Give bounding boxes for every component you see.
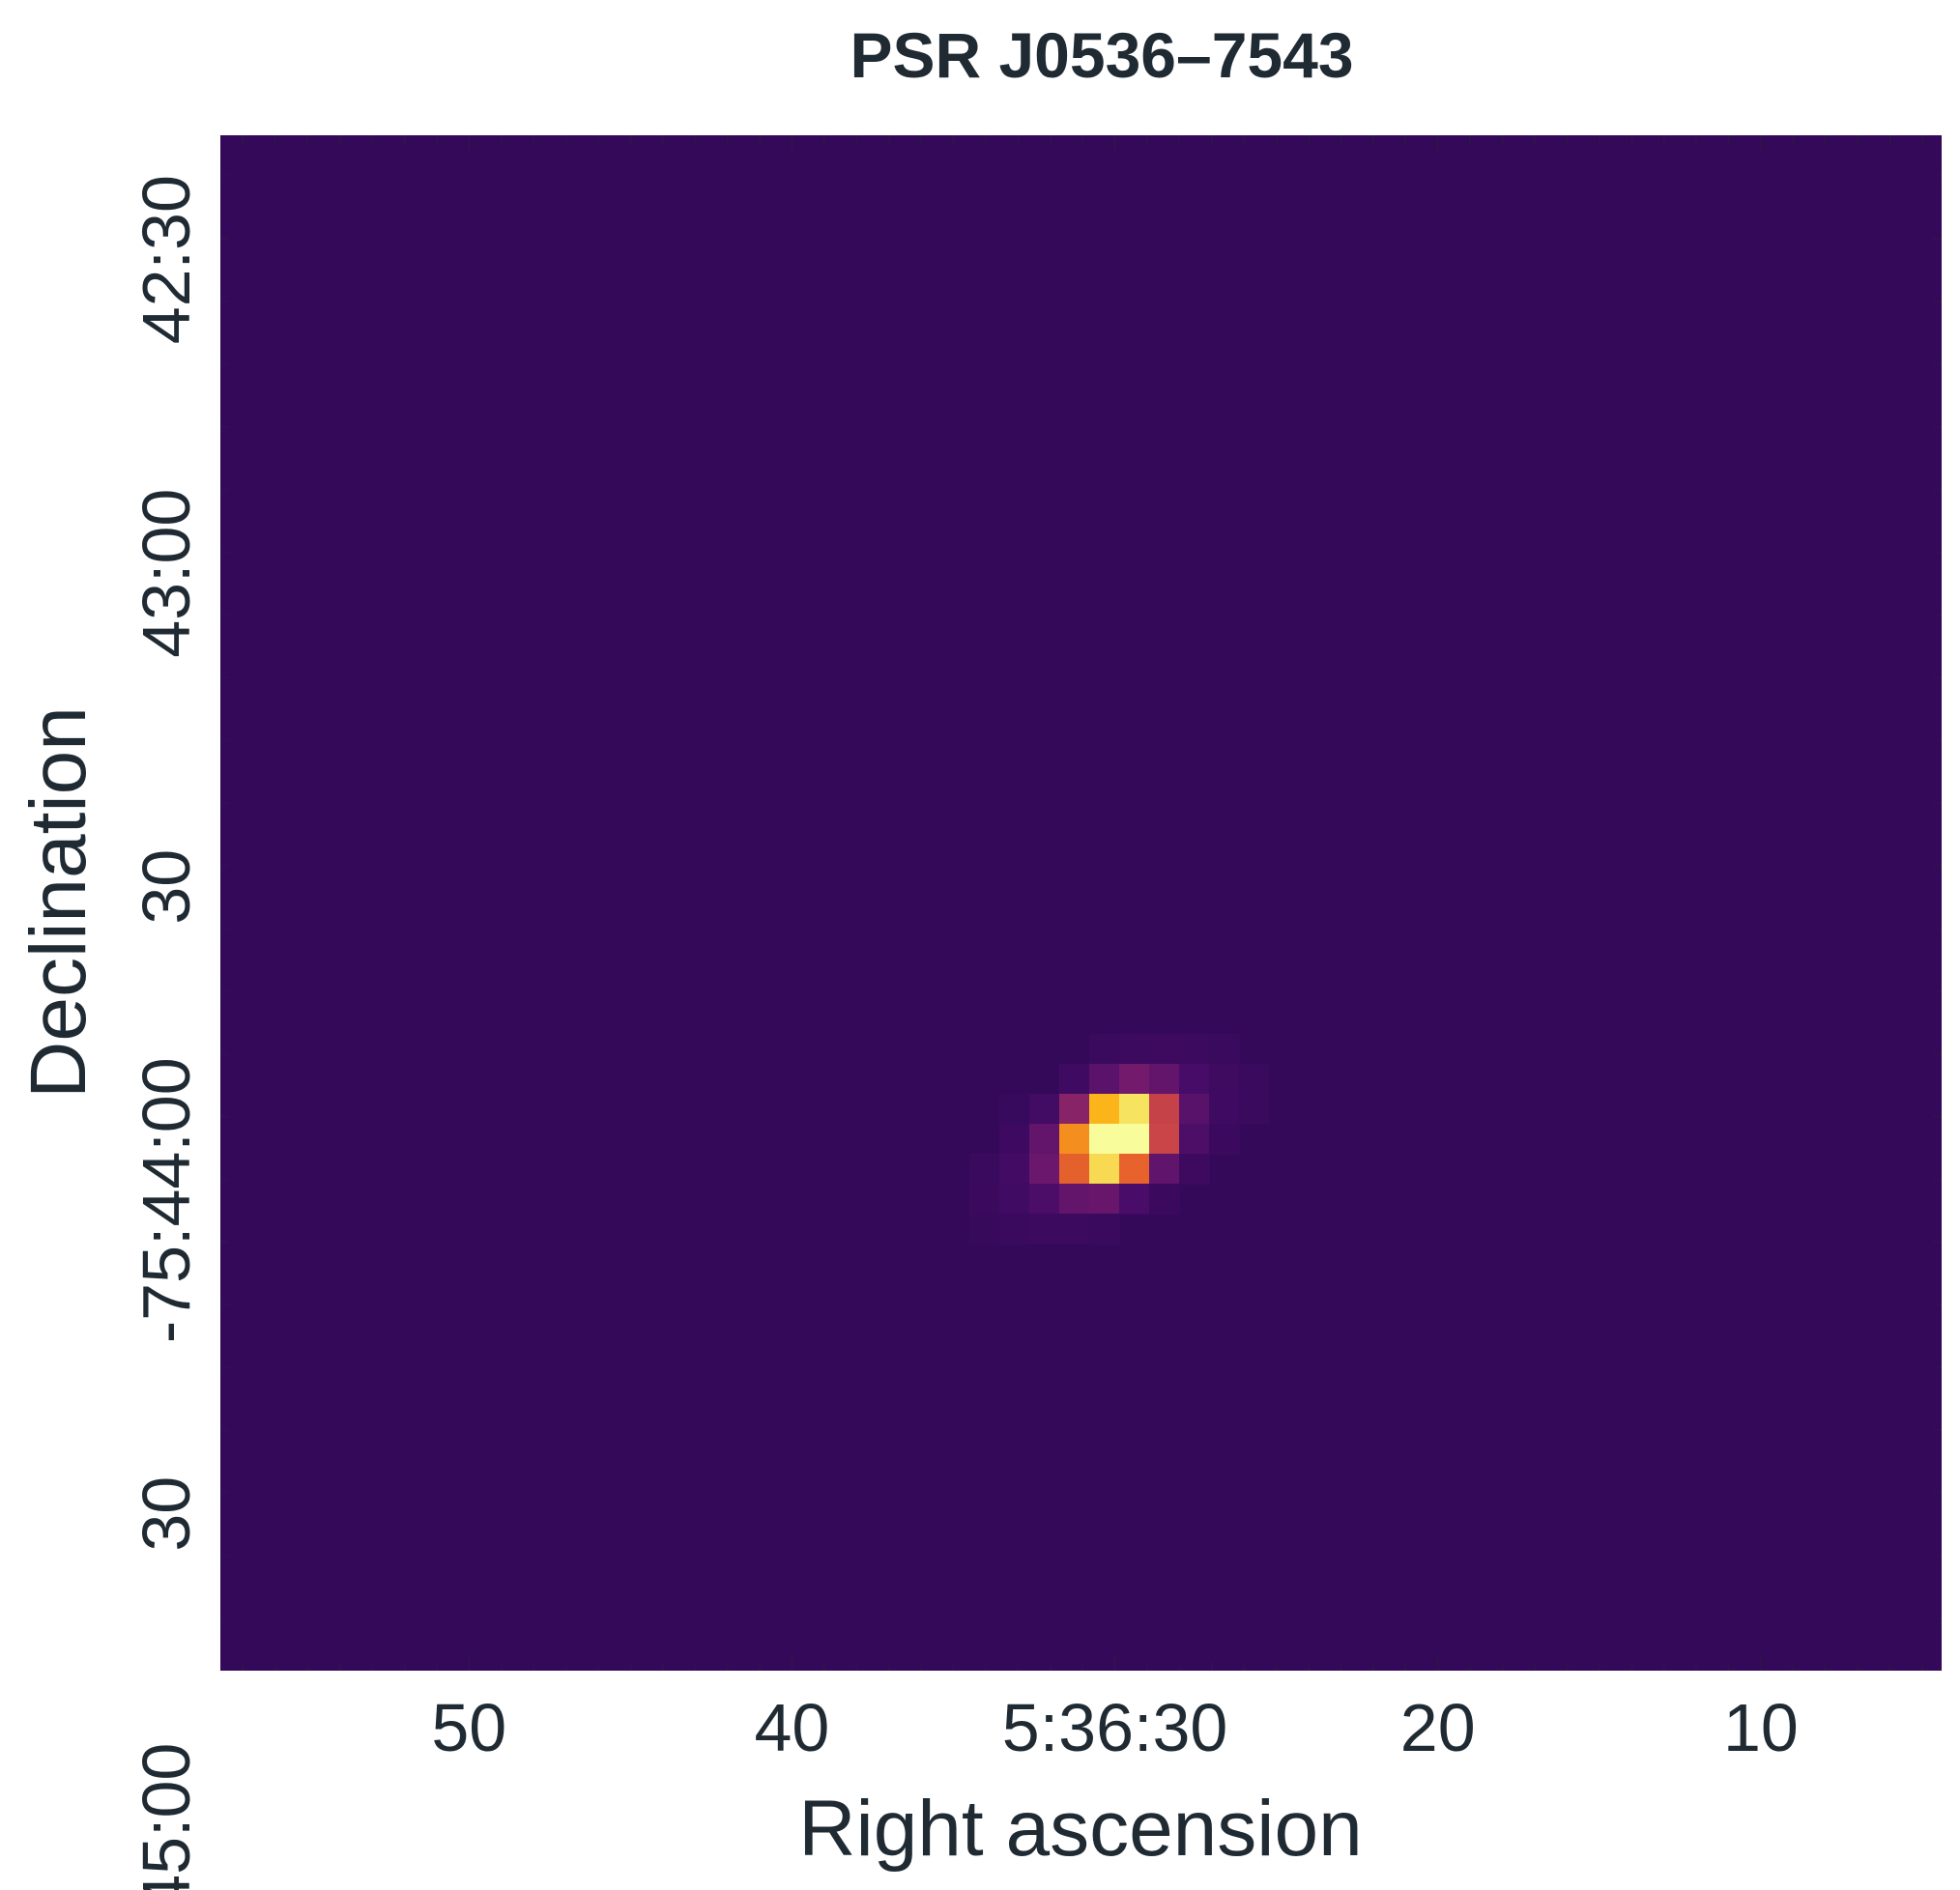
heatmap-cell [1029, 1124, 1060, 1155]
x-tick-label: 10 [1723, 1690, 1799, 1765]
heatmap-cell [1149, 1034, 1180, 1065]
heatmap-cell [1059, 1064, 1090, 1095]
y-axis-label: Declination [14, 706, 102, 1099]
heatmap-cell [1119, 1184, 1150, 1215]
heatmap-cell [1239, 1094, 1270, 1125]
y-tick-label: 42:30 [129, 175, 204, 344]
y-tick-label: 45:00 [129, 1743, 204, 1890]
heatmap-cell [1029, 1184, 1060, 1215]
heatmap-cell [1149, 1124, 1180, 1155]
x-tick-label: 20 [1400, 1690, 1476, 1765]
plot-background [220, 135, 1942, 1671]
heatmap-cell [1089, 1124, 1120, 1155]
heatmap-cell [1179, 1154, 1210, 1185]
heatmap-cell [1119, 1124, 1150, 1155]
x-axis-ticks: 50 40 5:36:30 20 10 [431, 1690, 1798, 1765]
heatmap-cell [1089, 1154, 1120, 1185]
heatmap-cell [1119, 1064, 1150, 1095]
heatmap-cell [1149, 1184, 1180, 1215]
heatmap-cell [969, 1154, 1000, 1185]
heatmap-cell [969, 1214, 1000, 1245]
heatmap-cell [1029, 1094, 1060, 1125]
heatmap-cell [999, 1154, 1030, 1185]
heatmap-cell [1059, 1214, 1090, 1245]
heatmap-cell [969, 1184, 1000, 1215]
y-tick-label: 30 [129, 1476, 204, 1552]
plot-area [220, 135, 1942, 1671]
x-tick-label: 40 [755, 1690, 830, 1765]
heatmap-cell [1059, 1154, 1090, 1185]
heatmap-cell [1089, 1064, 1120, 1095]
heatmap-cell [1149, 1154, 1180, 1185]
heatmap-cell [1119, 1094, 1150, 1125]
heatmap-cell [1209, 1034, 1240, 1065]
heatmap-cell [1119, 1154, 1150, 1185]
chart-title: PSR J0536–7543 [850, 19, 1353, 91]
heatmap-cell [999, 1124, 1030, 1155]
heatmap-cell [999, 1094, 1030, 1125]
heatmap-cell [1209, 1064, 1240, 1095]
heatmap-cell [1059, 1094, 1090, 1125]
heatmap-cell [999, 1184, 1030, 1215]
heatmap-cell [1179, 1064, 1210, 1095]
heatmap-cell [1209, 1124, 1240, 1155]
x-tick-label: 50 [431, 1690, 506, 1765]
x-tick-label: 5:36:30 [1002, 1690, 1228, 1765]
heatmap-cell [999, 1214, 1030, 1245]
heatmap-cell [1179, 1124, 1210, 1155]
heatmap-cell [1179, 1094, 1210, 1125]
heatmap-cell [1239, 1064, 1270, 1095]
heatmap-cell [1209, 1094, 1240, 1125]
minor-ticks [220, 135, 1942, 1671]
heatmap-cell [1089, 1214, 1120, 1245]
heatmap-cells [969, 1034, 1270, 1245]
heatmap-cell [1059, 1124, 1090, 1155]
heatmap-cell [1029, 1154, 1060, 1185]
x-axis-label: Right ascension [798, 1785, 1362, 1873]
heatmap-cell [1089, 1034, 1120, 1065]
y-axis-ticks: 42:30 43:00 30 -75:44:00 30 45:00 [129, 175, 204, 1890]
y-tick-label: -75:44:00 [129, 1057, 204, 1343]
y-tick-label: 30 [129, 849, 204, 925]
heatmap-cell [1089, 1094, 1120, 1125]
heatmap-cell [1149, 1064, 1180, 1095]
heatmap-cell [1179, 1034, 1210, 1065]
heatmap-cell [1059, 1184, 1090, 1215]
heatmap-cell [1119, 1034, 1150, 1065]
heatmap-cell [1149, 1094, 1180, 1125]
heatmap-cell [1089, 1184, 1120, 1215]
heatmap-cell [1029, 1214, 1060, 1245]
y-tick-label: 43:00 [129, 489, 204, 658]
